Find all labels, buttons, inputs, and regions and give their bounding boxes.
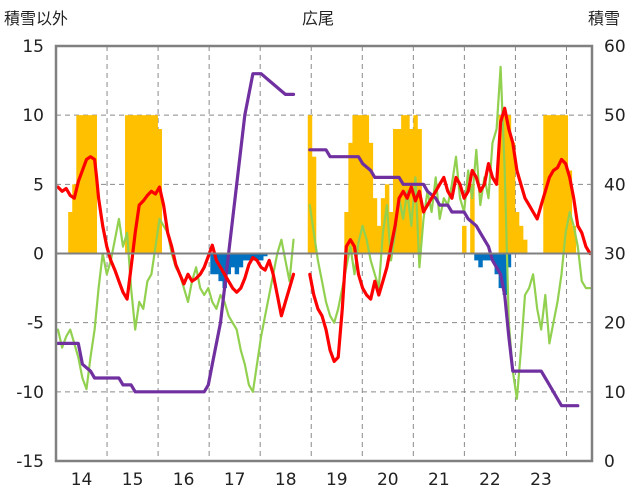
red-series-line: [308, 106, 592, 363]
blue-bar: [230, 253, 236, 268]
orange-bar: [376, 225, 382, 254]
orange-bar: [522, 239, 528, 254]
orange-bar: [307, 115, 313, 254]
blue-bar: [486, 253, 491, 261]
orange-bar: [368, 142, 374, 254]
orange-bar: [514, 212, 520, 254]
orange-bar: [364, 115, 370, 254]
blue-bar: [506, 253, 512, 268]
blue-bar: [263, 253, 268, 257]
orange-bar: [80, 115, 85, 254]
orange-bar: [506, 115, 512, 254]
orange-bar: [68, 212, 73, 254]
right-tick-label: 40: [604, 175, 626, 195]
blue-bar: [259, 253, 264, 261]
orange-bar: [388, 212, 394, 254]
right-tick-label: 60: [604, 37, 626, 57]
blue-bar: [498, 253, 504, 289]
x-tick-label: 19: [326, 470, 348, 490]
left-tick-label: -5: [27, 314, 44, 334]
orange-bar: [92, 115, 98, 254]
left-tick-label: 15: [22, 37, 44, 57]
orange-bar: [141, 115, 146, 254]
lines-layer: [56, 65, 592, 408]
orange-bar: [462, 225, 467, 254]
orange-bar: [88, 115, 93, 254]
x-tick-label: 15: [122, 470, 144, 490]
red-series-line: [56, 155, 296, 318]
orange-bar: [393, 129, 398, 254]
right-tick-label: 10: [604, 383, 626, 403]
right-tick-label: 50: [604, 106, 626, 126]
orange-bar: [397, 129, 402, 254]
orange-bar: [547, 115, 552, 254]
orange-bar: [510, 142, 516, 254]
orange-bar: [559, 115, 564, 254]
x-tick-label: 17: [224, 470, 246, 490]
right-tick-label: 20: [604, 314, 626, 334]
blue-bar: [478, 253, 483, 268]
orange-bar: [518, 225, 524, 254]
left-tick-label: 0: [33, 245, 44, 265]
blue-bar: [214, 253, 219, 275]
orange-bar: [360, 115, 366, 254]
orange-bar: [498, 115, 504, 254]
orange-bar: [129, 115, 134, 254]
right-tick-label: 30: [604, 245, 626, 265]
orange-bar: [543, 115, 548, 254]
orange-bar: [125, 115, 130, 254]
orange-bar: [137, 115, 142, 254]
x-tick-label: 20: [377, 470, 399, 490]
orange-bar: [348, 142, 353, 254]
x-tick-label: 14: [71, 470, 93, 490]
x-tick-label: 21: [428, 470, 450, 490]
left-tick-label: -10: [16, 383, 44, 403]
blue-bar: [254, 253, 260, 261]
orange-bar: [311, 156, 317, 254]
orange-bar: [145, 115, 150, 254]
orange-bar: [352, 115, 357, 254]
axes-layer: [54, 44, 594, 463]
orange-bar: [84, 115, 89, 254]
purple-series-line: [308, 148, 580, 408]
right-tick-label: 0: [604, 452, 615, 472]
right-axis-label: 積雪: [588, 9, 620, 28]
blue-bar: [246, 253, 252, 261]
purple-series-line: [56, 72, 296, 394]
left-tick-label: 5: [33, 175, 44, 195]
left-tick-label: 10: [22, 106, 44, 126]
chart-title: 広尾: [302, 9, 334, 28]
orange-bar: [133, 115, 138, 254]
blue-bar: [482, 253, 487, 261]
orange-bar: [555, 115, 560, 254]
orange-bar: [372, 198, 378, 254]
blue-bar: [238, 253, 244, 268]
orange-bar: [72, 184, 77, 254]
blue-bar: [210, 253, 215, 275]
x-tick-label: 23: [530, 470, 552, 490]
orange-bar: [153, 115, 158, 254]
blue-bar: [474, 253, 479, 261]
x-tick-label: 18: [275, 470, 297, 490]
left-tick-label: -15: [16, 452, 44, 472]
orange-bar: [149, 115, 154, 254]
blue-bar: [222, 253, 227, 289]
orange-bar: [551, 115, 556, 254]
x-tick-label: 16: [173, 470, 195, 490]
blue-bar: [494, 253, 500, 275]
orange-bar: [356, 115, 361, 254]
left-axis-label: 積雪以外: [4, 9, 68, 28]
orange-bar: [470, 184, 475, 254]
blue-bar: [242, 253, 248, 261]
orange-bar: [563, 115, 569, 254]
x-tick-label: 22: [479, 470, 501, 490]
blue-bar: [502, 253, 508, 295]
blue-bar: [234, 253, 240, 275]
orange-bar: [344, 212, 349, 254]
plot-frame: [54, 44, 594, 463]
orange-bar: [571, 225, 577, 254]
